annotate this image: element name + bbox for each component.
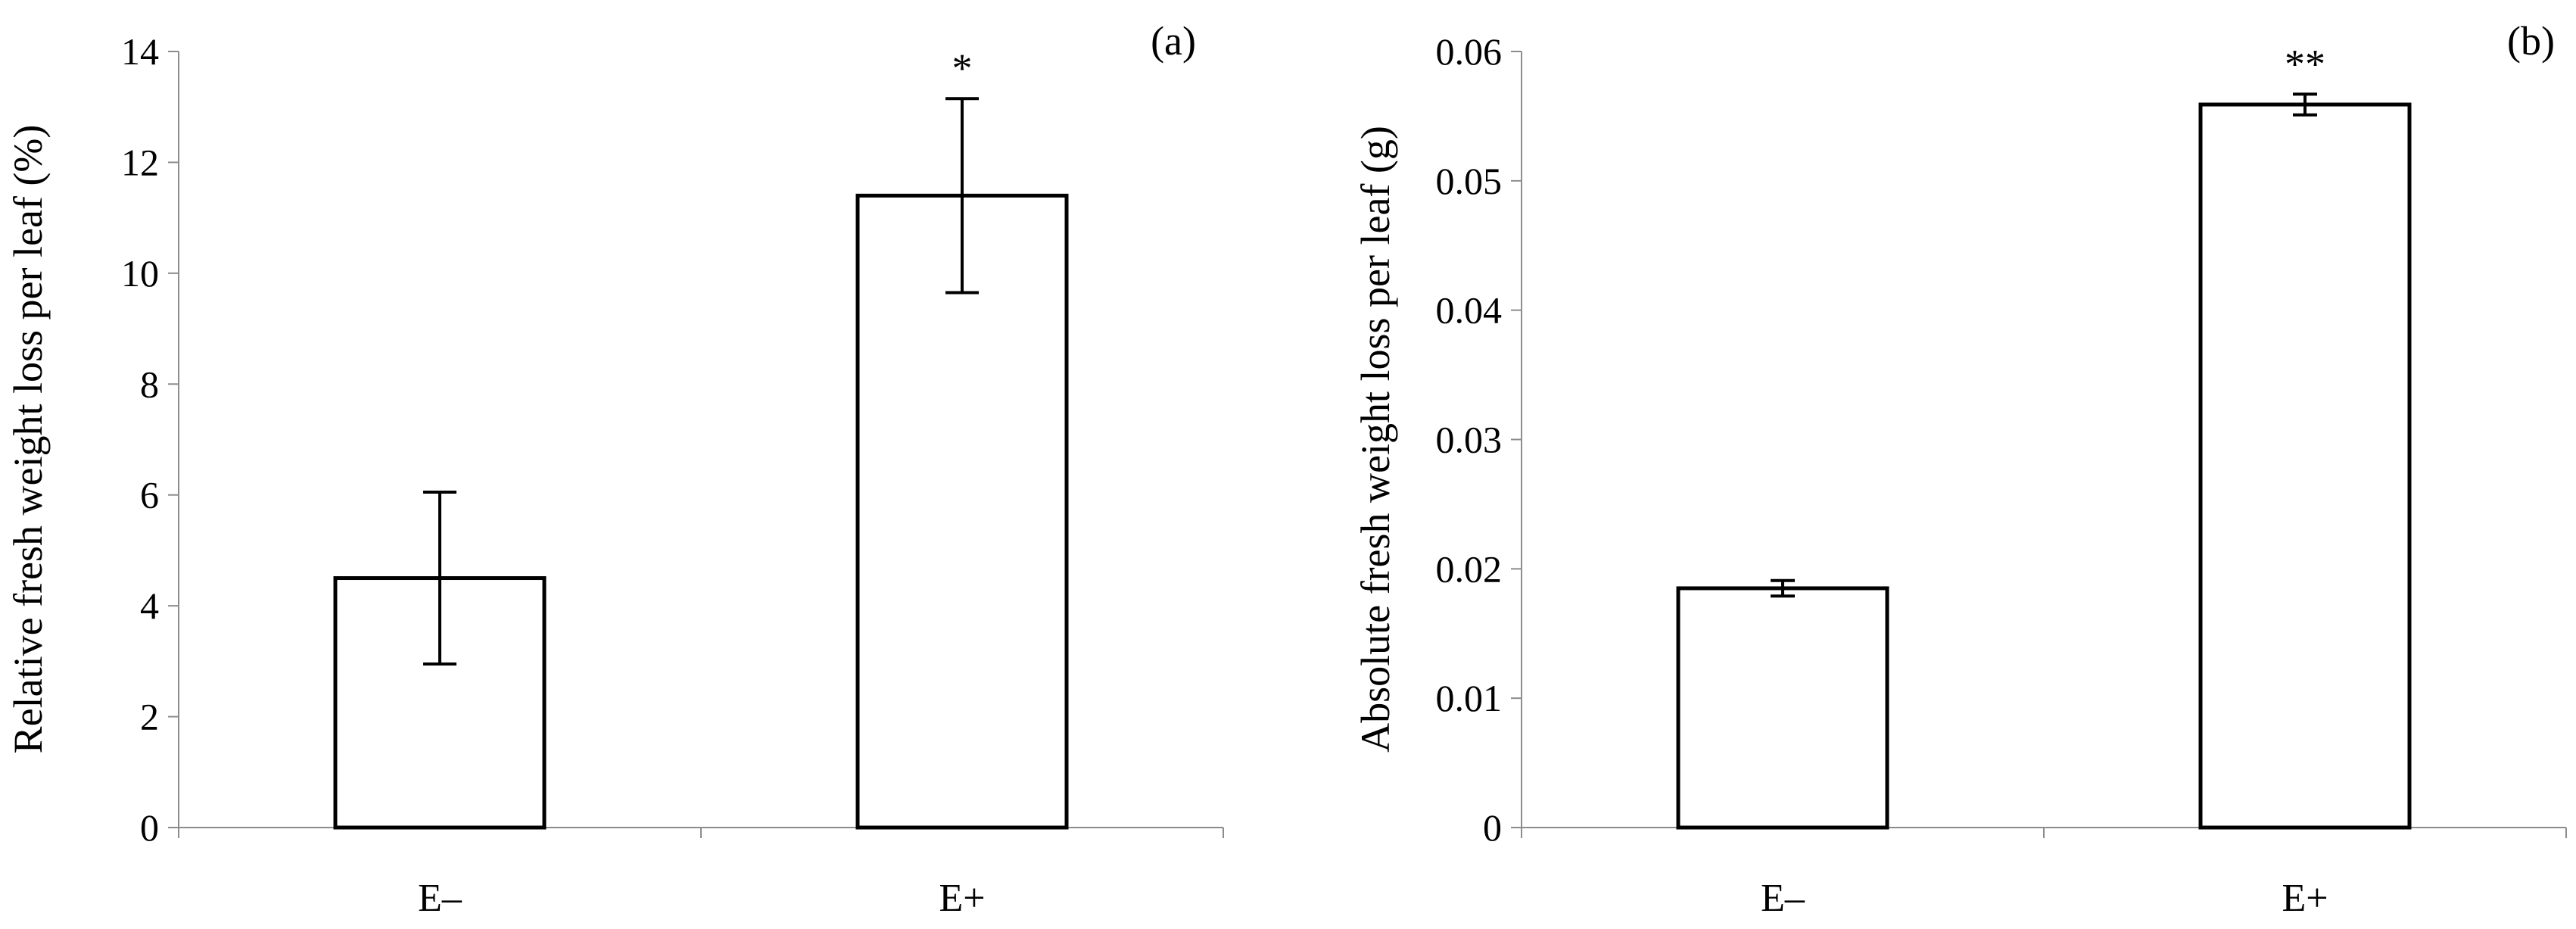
panel-b: (b) Absolute fresh weight loss per leaf … (1353, 18, 2567, 920)
panel-a-y-tick-label: 10 (121, 252, 159, 295)
panel-b-significance-mark: ** (2285, 41, 2325, 86)
panel-a-significance-mark: * (952, 45, 973, 91)
panel-b-y-tick-label: 0.04 (1436, 289, 1503, 332)
panel-b-bar (2198, 102, 2412, 830)
panel-b-bar (1676, 586, 1889, 830)
panel-a-y-tick-label: 6 (140, 474, 159, 516)
panel-a-bar (333, 576, 547, 830)
panel-b-y-tick-label: 0.03 (1436, 419, 1503, 461)
panel-b-y-tick-label: 0 (1483, 806, 1502, 849)
panel-b-y-axis-title: Absolute fresh weight loss per leaf (g) (1353, 126, 1398, 753)
panel-b-y-tick-label: 0.05 (1436, 160, 1503, 202)
panel-a-label: (a) (1151, 18, 1196, 64)
panel-b-y-tick-label: 0.06 (1436, 30, 1503, 73)
panel-a-x-category-label: E– (418, 877, 463, 920)
panel-a-y-tick-label: 14 (121, 30, 159, 73)
panel-a-y-tick-label: 2 (140, 696, 159, 738)
panel-a-y-axis-title: Relative fresh weight loss per leaf (%) (5, 125, 51, 754)
panel-b-y-tick-label: 0.02 (1436, 547, 1503, 590)
panel-b-x-category-label: E+ (2282, 877, 2328, 920)
panel-a-y-tick-label: 0 (140, 806, 159, 849)
panel-a-y-tick-label: 8 (140, 363, 159, 405)
panel-a-bar (855, 193, 1069, 830)
panel-a-y-tick-label: 12 (121, 141, 159, 183)
panel-b-y-tick-label: 0.01 (1436, 677, 1503, 719)
panel-a-x-category-label: E+ (939, 877, 985, 920)
panel-b-x-category-label: E– (1761, 877, 1805, 920)
panel-a-y-tick-label: 4 (140, 585, 159, 627)
panel-b-label: (b) (2507, 18, 2555, 64)
panel-a: (a) Relative fresh weight loss per leaf … (5, 18, 1224, 920)
